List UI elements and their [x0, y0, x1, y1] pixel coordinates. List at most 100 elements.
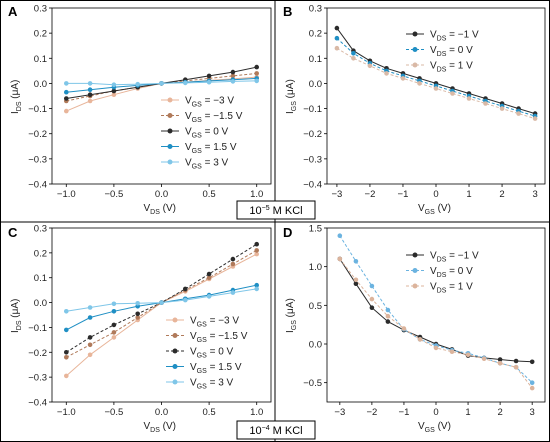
data-point: [353, 277, 359, 283]
data-point: [87, 87, 93, 92]
data-point: [111, 322, 117, 328]
data-point: [499, 106, 505, 111]
data-point: [385, 319, 391, 324]
data-point: [483, 101, 488, 106]
y-tick-label: 0.1: [34, 273, 47, 284]
y-tick-label: 0.0: [309, 79, 322, 90]
legend-label: VGS = 3 V: [190, 378, 234, 391]
panel-letter: D: [283, 225, 292, 240]
legend-label: VGS = 1.5 V: [185, 142, 237, 155]
data-point: [466, 96, 472, 101]
y-tick-label: −0.1: [28, 104, 47, 115]
data-point: [183, 297, 188, 303]
data-point: [353, 281, 359, 287]
data-point: [369, 305, 375, 311]
data-point: [497, 361, 503, 366]
legend-marker: [412, 252, 418, 258]
data-point: [135, 81, 140, 87]
y-tick-label: 0.2: [34, 248, 47, 259]
y-tick-label: −0.2: [303, 129, 322, 140]
legend-marker: [172, 317, 178, 323]
y-axis-label: IDS (μA): [10, 299, 23, 333]
x-tick-label: 1: [466, 189, 471, 200]
x-tick-label: −1.0: [57, 407, 76, 418]
panel-letter: A: [8, 4, 18, 19]
panel-b: B −0.4 −0.3 −0.2 −0.1 0.0 0.1 0.2 0.3 −3 −2 −1 0 1 2 3 V…: [283, 4, 546, 216]
legend-marker: [167, 128, 173, 134]
y-tick-label: −0.2: [28, 129, 47, 140]
concentration-label: 10−4 M KCl: [249, 425, 302, 437]
legend-marker: [167, 144, 173, 149]
data-point: [230, 261, 236, 267]
legend-label: VGS = −3 V: [190, 316, 239, 329]
y-tick-label: −0.4: [28, 398, 47, 409]
x-axis-label: VGS (V): [418, 421, 451, 434]
y-tick-label: 0.1: [309, 54, 322, 65]
x-tick-label: 0.5: [202, 189, 215, 200]
x-tick-label: 0: [433, 407, 438, 418]
data-point: [385, 307, 391, 313]
data-point: [516, 111, 521, 116]
legend-marker: [167, 159, 173, 165]
data-point: [353, 259, 359, 264]
data-point: [417, 337, 423, 342]
y-tick-label: 0.0: [34, 79, 47, 90]
legend-marker: [412, 47, 418, 52]
y-tick-label: 0.0: [309, 340, 322, 351]
legend-label: VGS = 1.5 V: [190, 362, 242, 375]
legend-label: VDS = −1 V: [430, 251, 479, 264]
data-point: [64, 373, 69, 379]
data-point: [64, 108, 69, 114]
x-tick-label: 0.5: [202, 407, 215, 418]
data-point: [254, 241, 259, 247]
legend-label: VGS = −1.5 V: [190, 331, 248, 344]
data-point: [433, 86, 439, 91]
x-tick-label: 3: [532, 189, 537, 200]
legend-marker: [172, 364, 178, 369]
data-point: [254, 286, 259, 292]
x-axis-label: VGS (V): [418, 203, 451, 216]
legend-marker: [167, 113, 173, 118]
y-tick-label: 0.0: [34, 298, 47, 309]
data-point: [384, 71, 389, 76]
y-tick-label: 0.3: [309, 4, 322, 15]
legend-marker: [167, 97, 173, 103]
legend-label: VGS = 0 V: [190, 347, 234, 360]
data-point: [230, 79, 236, 84]
y-tick-label: −0.4: [303, 180, 322, 191]
data-point: [183, 80, 188, 86]
legend-marker: [172, 333, 178, 338]
data-point: [230, 256, 236, 262]
data-point: [111, 309, 117, 314]
data-point: [111, 82, 117, 87]
y-tick-label: 0.2: [309, 29, 322, 40]
panel-letter: C: [8, 225, 18, 240]
data-point: [254, 251, 259, 257]
data-point: [529, 380, 535, 386]
x-tick-label: −0.5: [105, 407, 124, 418]
data-point: [64, 81, 69, 86]
data-point: [87, 342, 93, 348]
data-point: [135, 301, 140, 306]
data-point: [513, 364, 519, 370]
x-axis-label: VDS (V): [144, 203, 177, 216]
data-point: [230, 73, 236, 79]
data-point: [337, 256, 343, 262]
x-tick-label: 0.0: [155, 189, 168, 200]
y-tick-label: 0.3: [34, 4, 47, 15]
data-point: [351, 56, 356, 61]
concentration-label: 10−5 M KCl: [249, 205, 302, 217]
data-point: [230, 69, 236, 75]
x-tick-label: 0.0: [155, 407, 168, 418]
legend-label: VDS = 1 V: [430, 61, 473, 74]
legend-marker: [412, 62, 418, 68]
legend-label: VDS = 1 V: [430, 282, 473, 295]
y-tick-label: 1.5: [309, 224, 322, 235]
data-point: [64, 96, 69, 101]
x-tick-label: −1.0: [57, 189, 76, 200]
data-point: [254, 78, 259, 84]
data-point: [206, 294, 212, 299]
data-point: [334, 45, 340, 51]
panel-a: A −0.4 −0.3 −0.2 −0.1 0.0 0.1 0.2 0.3 −1.0 −0.5 0.0…: [8, 4, 272, 216]
